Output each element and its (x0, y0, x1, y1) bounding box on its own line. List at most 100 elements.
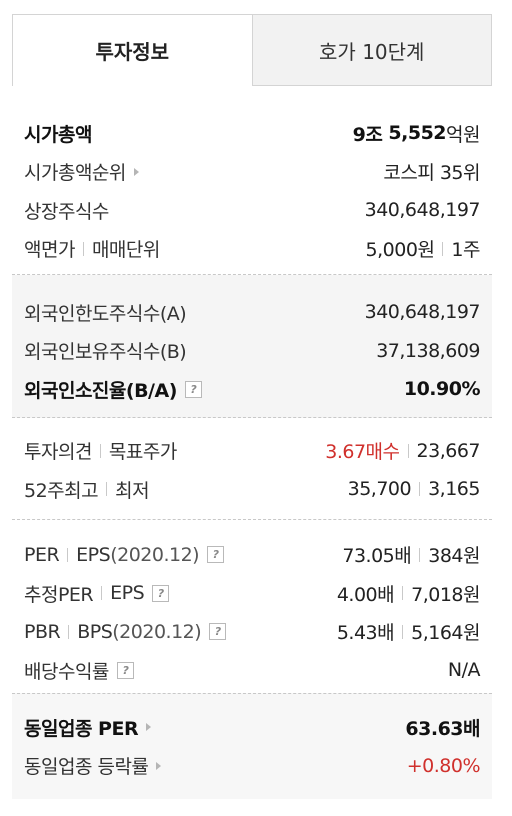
help-icon[interactable]: ? (209, 623, 227, 641)
stock-info-panel: 투자정보 호가 10단계 시가총액 9조 5,552 억원 시가총액순위 코스피… (12, 14, 492, 699)
est-per-label: 추정PER (24, 583, 94, 606)
dividend-row: 배당수익률? N/A (24, 651, 481, 690)
help-icon[interactable]: ? (184, 380, 202, 398)
dividend-label-group: 배당수익률? (24, 657, 134, 684)
sector-per-row: 동일업종 PER 63.63배 (24, 708, 480, 747)
tab-investment-info[interactable]: 투자정보 (12, 14, 253, 86)
pbr-value: 5.43배 (336, 622, 395, 645)
foreign-ratio-row: 외국인소진율(B/A)? 10.90% (24, 370, 481, 409)
market-cap-num: 5,552 (388, 122, 447, 145)
est-per-row: 추정PER EPS? 4.00배 7,018원 (24, 574, 480, 613)
market-cap-section: 시가총액 9조 5,552 억원 시가총액순위 코스피 35위 상장주식수 34… (12, 86, 492, 275)
listed-shares-label: 상장주식수 (24, 200, 109, 223)
chevron-right-icon (146, 723, 152, 732)
per-values: 73.05배 384원 (342, 541, 480, 568)
est-per-values: 4.00배 7,018원 (336, 580, 481, 607)
help-icon[interactable]: ? (207, 546, 225, 564)
chevron-right-icon (156, 761, 162, 770)
foreign-ratio-label-group: 외국인소진율(B/A)? (24, 376, 202, 403)
help-icon[interactable]: ? (152, 584, 170, 602)
opinion-values: 3.67매수 23,667 (325, 437, 480, 464)
par-value-values: 5,000원 1주 (365, 235, 481, 262)
est-eps-label: EPS (110, 582, 145, 605)
divider (106, 482, 108, 497)
market-cap-rank-row: 시가총액순위 코스피 35위 (24, 153, 480, 192)
divider (82, 241, 84, 256)
per-row: PER EPS (2020.12)? 73.05배 384원 (24, 536, 480, 575)
par-value-labels: 액면가 매매단위 (24, 235, 160, 262)
opinion-row: 투자의견 목표주가 3.67매수 23,667 (24, 432, 481, 471)
listed-shares-row: 상장주식수 340,648,197 (24, 191, 481, 230)
foreign-limit-label: 외국인한도주식수(A) (24, 302, 187, 325)
market-cap-value: 9조 5,552 억원 (353, 120, 481, 147)
pbr-row: PBR BPS (2020.12)? 5.43배 5,164원 (24, 613, 480, 652)
foreign-ratio-label: 외국인소진율(B/A) (24, 379, 177, 402)
foreign-hold-row: 외국인보유주식수(B) 37,138,609 (24, 332, 480, 371)
pbr-labels: PBR BPS (2020.12)? (24, 620, 227, 643)
eps-value: 384원 (428, 545, 480, 568)
tab-order-book-10[interactable]: 호가 10단계 (252, 14, 492, 86)
per-label: PER (24, 543, 60, 566)
sector-section: 동일업종 PER 63.63배 동일업종 등락률 +0.80% (12, 693, 492, 799)
sector-change-label: 동일업종 등락률 (24, 756, 149, 779)
pbr-label: PBR (24, 620, 61, 643)
opinion-label: 투자의견 (24, 441, 92, 464)
par-value-value: 5,000원 (365, 239, 435, 262)
valuation-section: PER EPS (2020.12)? 73.05배 384원 추정PER EPS? 4.… (12, 520, 492, 699)
market-cap-rank-value: 코스피 35위 (383, 162, 480, 185)
divider (402, 624, 404, 639)
est-per-labels: 추정PER EPS? (24, 580, 170, 607)
dividend-yield-label: 배당수익률 (24, 660, 109, 683)
sector-change-link[interactable]: 동일업종 등락률 (24, 752, 162, 779)
foreign-ratio-value: 10.90% (403, 378, 481, 401)
opinion-section: 투자의견 목표주가 3.67매수 23,667 52주최고 최저 35,700 3,16… (12, 418, 492, 520)
high-low-labels: 52주최고 최저 (24, 476, 150, 503)
chevron-right-icon (133, 167, 139, 176)
per-value: 73.05배 (342, 545, 412, 568)
market-cap-rank-link[interactable]: 시가총액순위 (24, 158, 139, 185)
tab-bar: 투자정보 호가 10단계 (12, 14, 492, 86)
par-value-row: 액면가 매매단위 5,000원 1주 (24, 230, 480, 269)
high-low-values: 35,700 3,165 (347, 478, 481, 501)
foreign-hold-label: 외국인보유주식수(B) (24, 341, 187, 364)
opinion-labels: 투자의견 목표주가 (24, 437, 177, 464)
eps-period: (2020.12) (110, 543, 200, 566)
bps-label: BPS (77, 620, 113, 643)
divider (99, 443, 101, 458)
foreign-section: 외국인한도주식수(A) 340,648,197 외국인보유주식수(B) 37,1… (12, 275, 492, 418)
market-cap-unit: 억원 (446, 123, 480, 146)
divider (419, 482, 421, 497)
sector-change-row: 동일업종 등락률 +0.80% (24, 747, 481, 786)
dividend-yield-value: N/A (447, 659, 481, 682)
divider (67, 547, 69, 562)
high-low-row: 52주최고 최저 35,700 3,165 (24, 470, 480, 509)
target-price-label: 목표주가 (108, 441, 177, 464)
par-value-label: 액면가 (24, 239, 75, 262)
pbr-values: 5.43배 5,164원 (336, 618, 481, 645)
market-cap-row: 시가총액 9조 5,552 억원 (24, 114, 480, 153)
per-labels: PER EPS (2020.12)? (24, 543, 225, 566)
est-eps-value: 7,018원 (411, 583, 480, 606)
week52-high-value: 35,700 (347, 478, 412, 501)
market-cap-label: 시가총액 (24, 123, 92, 146)
foreign-hold-value: 37,138,609 (376, 339, 480, 362)
opinion-value: 3.67매수 (325, 441, 400, 464)
trading-unit-label: 매매단위 (91, 239, 160, 262)
sector-per-value: 63.63배 (405, 717, 480, 740)
week52-low-value: 3,165 (428, 478, 480, 501)
help-icon[interactable]: ? (116, 661, 134, 679)
divider (68, 624, 70, 639)
listed-shares-value: 340,648,197 (364, 199, 481, 222)
divider (419, 547, 421, 562)
bps-period: (2020.12) (112, 620, 202, 643)
trading-unit-value: 1주 (451, 239, 480, 262)
market-cap-rank-label: 시가총액순위 (24, 162, 126, 185)
week52-low-label: 최저 (115, 479, 150, 502)
est-per-value: 4.00배 (336, 583, 395, 606)
sector-per-link[interactable]: 동일업종 PER (24, 714, 152, 741)
divider (407, 443, 409, 458)
bps-value: 5,164원 (411, 622, 480, 645)
divider (402, 586, 404, 601)
foreign-limit-row: 외국인한도주식수(A) 340,648,197 (24, 293, 481, 332)
foreign-limit-value: 340,648,197 (364, 301, 481, 324)
